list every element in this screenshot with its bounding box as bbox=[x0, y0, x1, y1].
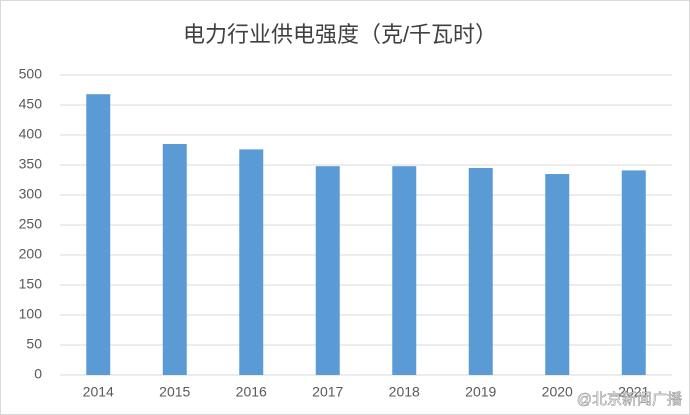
bar bbox=[392, 166, 417, 375]
bar bbox=[621, 170, 646, 375]
bar bbox=[468, 168, 493, 375]
bar bbox=[86, 94, 111, 375]
y-tick-label: 300 bbox=[19, 186, 43, 202]
y-tick-label: 250 bbox=[19, 216, 43, 232]
bar bbox=[545, 174, 570, 375]
y-tick-label: 200 bbox=[19, 246, 43, 262]
x-tick-label: 2016 bbox=[236, 384, 267, 400]
y-tick-label: 0 bbox=[34, 366, 42, 382]
bar bbox=[315, 166, 340, 375]
x-tick-label: 2014 bbox=[83, 384, 114, 400]
x-tick-label: 2020 bbox=[542, 384, 573, 400]
y-tick-label: 100 bbox=[19, 306, 43, 322]
x-tick-label: 2021 bbox=[618, 384, 649, 400]
x-tick-label: 2018 bbox=[389, 384, 420, 400]
y-tick-label: 150 bbox=[19, 276, 43, 292]
y-tick-label: 50 bbox=[26, 336, 42, 352]
x-tick-label: 2015 bbox=[159, 384, 190, 400]
chart-title: 电力行业供电强度（克/千瓦时） bbox=[183, 22, 497, 47]
y-tick-label: 450 bbox=[19, 96, 43, 112]
x-tick-label: 2017 bbox=[312, 384, 343, 400]
y-tick-label: 500 bbox=[19, 66, 43, 82]
bar bbox=[239, 149, 264, 375]
x-tick-label: 2019 bbox=[465, 384, 496, 400]
y-tick-label: 400 bbox=[19, 126, 43, 142]
y-tick-label: 350 bbox=[19, 156, 43, 172]
bar bbox=[162, 144, 187, 375]
watermark: @北京新闻广播 bbox=[577, 391, 682, 408]
